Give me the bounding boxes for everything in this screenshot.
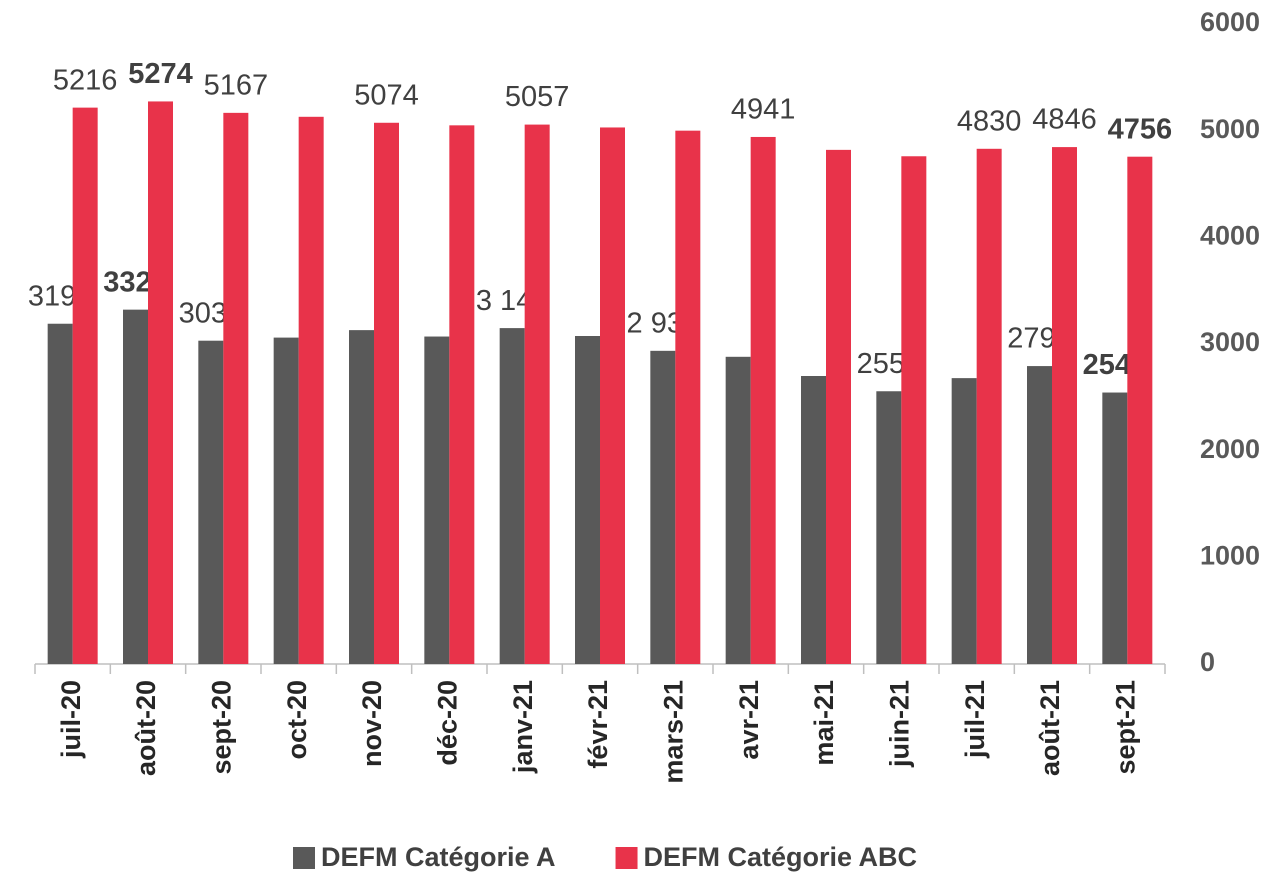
bar: [47, 323, 73, 664]
bar: [223, 112, 249, 664]
bar: [424, 336, 450, 664]
y-tick-label: 2000: [1200, 434, 1260, 464]
y-tick-label: 5000: [1200, 114, 1260, 144]
legend-label: DEFM Catégorie ABC: [644, 842, 918, 872]
data-label: 5057: [505, 81, 570, 113]
bar: [575, 336, 600, 664]
bar: [273, 337, 299, 664]
bar: [123, 309, 148, 664]
x-tick-label: sept-21: [1110, 680, 1140, 775]
bar: [976, 148, 1002, 665]
data-label: 4846: [1032, 104, 1097, 136]
bar: [650, 350, 676, 664]
x-tick-label: oct-20: [282, 680, 312, 760]
x-tick-label: août-20: [131, 680, 161, 776]
x-tick-label: sept-20: [206, 680, 236, 775]
data-label: 5074: [354, 79, 419, 111]
bar: [1027, 366, 1052, 664]
x-tick-label: févr-21: [583, 680, 613, 769]
bar: [1052, 147, 1077, 665]
bar: [1127, 156, 1153, 664]
bar: [298, 116, 324, 665]
x-tick-label: avr-21: [734, 680, 764, 760]
bar: [449, 125, 475, 665]
bar: [499, 328, 525, 664]
bar: [1102, 392, 1128, 664]
x-tick-label: janv-21: [508, 680, 538, 774]
x-tick-label: juil-21: [960, 680, 990, 759]
y-tick-label: 1000: [1200, 540, 1260, 570]
data-label: 4756: [1108, 113, 1173, 145]
data-label: 5274: [128, 58, 193, 90]
x-tick-label: juil-20: [56, 680, 86, 759]
x-tick-label: déc-20: [432, 680, 462, 766]
legend-label: DEFM Catégorie A: [321, 842, 556, 872]
data-label: 5216: [53, 64, 118, 96]
bar: [725, 356, 751, 664]
bar: [349, 330, 374, 664]
bar: [148, 101, 173, 664]
bar: [901, 156, 927, 664]
data-label: 4941: [731, 94, 796, 126]
bar: [374, 122, 399, 665]
bar: [801, 376, 826, 664]
bar: [675, 130, 701, 664]
y-tick-label: 4000: [1200, 220, 1260, 250]
bar: [826, 149, 851, 664]
y-tick-label: 3000: [1200, 327, 1260, 357]
x-tick-label: juin-21: [884, 680, 914, 768]
x-tick-label: mars-21: [658, 680, 688, 784]
x-tick-label: août-21: [1035, 680, 1065, 776]
bar: [876, 391, 902, 664]
bar: [600, 127, 625, 664]
legend-swatch: [293, 847, 315, 869]
y-tick-label: 0: [1200, 647, 1215, 677]
data-label: 5167: [204, 70, 269, 102]
legend-swatch: [615, 847, 638, 869]
bar: [750, 136, 776, 664]
x-tick-label: mai-21: [809, 680, 839, 766]
bar: [72, 107, 98, 665]
x-tick-label: nov-20: [357, 680, 387, 767]
data-label: 4830: [957, 105, 1022, 137]
bar: [524, 124, 550, 664]
bar: [198, 340, 224, 664]
y-tick-label: 6000: [1200, 7, 1260, 37]
bar: [951, 378, 977, 664]
